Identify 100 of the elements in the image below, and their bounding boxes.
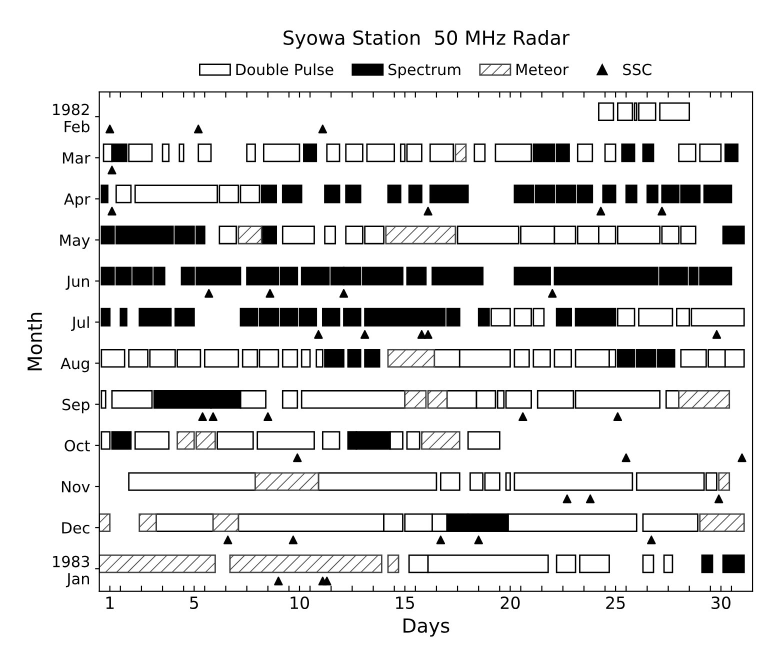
bar [638,308,674,327]
bar [128,472,256,491]
bar [429,143,454,162]
bar [318,472,438,491]
y-tick-label: 1982 Feb [53,104,90,132]
bar [345,184,362,204]
x-tick-label: 5 [190,596,198,610]
bar [254,472,320,491]
bar [120,308,128,327]
bar [198,143,212,162]
bar [282,390,298,409]
legend-label: Spectrum [388,64,460,78]
bar [174,308,195,327]
bar [238,226,262,244]
bar [718,472,730,491]
bar [256,431,315,450]
bar [212,513,240,532]
bar [138,513,157,532]
bar [99,513,111,532]
bar [260,226,278,244]
bar [322,431,340,450]
bar [604,143,616,162]
bar [432,266,484,286]
bar [99,554,216,574]
bar [300,348,311,368]
bar [722,554,745,574]
legend-label: SSC [623,64,652,76]
y-tick-label: 1983 Jan [53,556,90,588]
x-tick-label: 10 [290,596,309,610]
bar [387,184,402,204]
y-tick-label: Oct [64,440,90,452]
bar [621,143,636,162]
bar [408,184,422,204]
bar [659,102,690,122]
bar [638,102,656,122]
bar [678,143,696,162]
y-tick-label: Sep [62,398,90,414]
bar [324,226,336,244]
bar [421,431,460,450]
bar [703,184,732,204]
bar [218,226,237,244]
legend-label: Meteor [516,64,569,76]
bar [156,513,214,532]
bar [347,348,362,368]
bar [343,308,362,327]
bar [532,348,551,368]
bar [678,390,730,409]
bar [646,184,658,204]
bar [514,472,634,491]
bar [722,226,745,244]
bar [406,431,420,450]
bar [616,102,634,122]
bar [454,143,467,162]
bar [406,266,427,286]
y-tick-label: May [60,234,90,249]
bar [699,513,745,532]
bar [387,554,400,574]
bar [204,348,240,368]
bar [642,554,654,574]
y-tick-label: Jul [71,316,89,331]
bar [262,143,300,162]
bar [576,143,594,162]
bar [134,431,170,450]
bar [138,308,172,327]
bar [429,184,469,204]
bar [303,143,318,162]
bar [385,226,456,244]
y-axis-title: Month [27,312,42,370]
chart-title: Syowa Station 50 MHz Radar [284,30,570,49]
bar [505,472,511,491]
y-tick-label: Aug [60,358,89,372]
y-tick-label: Nov [62,481,90,493]
bar [282,226,315,244]
bar [364,348,380,368]
bar [282,184,302,204]
bar [701,554,714,574]
bar [178,143,184,162]
bar [324,184,340,204]
bar [556,308,572,327]
bar [699,143,722,162]
bar [115,184,132,204]
y-tick-label: Apr [64,193,90,208]
x-tick-label: 15 [396,596,414,610]
bar [554,348,572,368]
bar [440,472,460,491]
bar [326,143,340,162]
bar [282,348,298,368]
x-tick-label: 25 [606,596,625,610]
bar [642,143,654,162]
bar [474,143,486,162]
bar [625,184,638,204]
bar [322,308,340,327]
x-tick-label: 1 [106,596,114,609]
bar [556,554,576,574]
y-tick-label: Jun [66,276,89,290]
bar [162,143,170,162]
y-tick-label: Mar [62,152,90,164]
bar [467,431,500,450]
bar [642,513,698,532]
bar [366,143,396,162]
